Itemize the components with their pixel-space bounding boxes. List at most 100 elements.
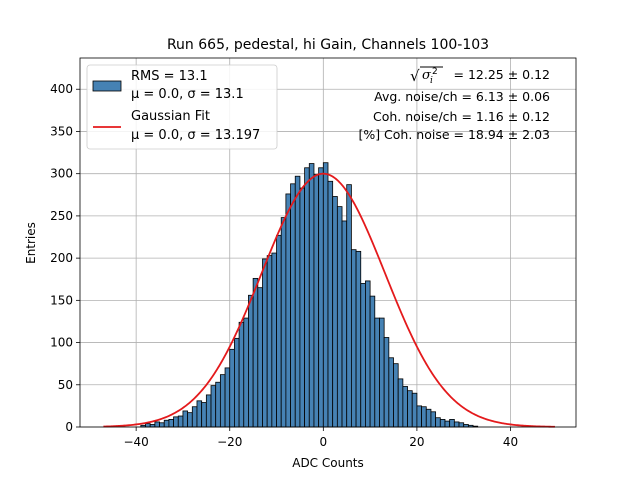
histogram-bar bbox=[336, 206, 343, 428]
histogram-bar bbox=[360, 283, 366, 428]
histogram-bar bbox=[397, 378, 404, 428]
histogram-bar bbox=[332, 196, 338, 428]
gaussian-fit-line bbox=[103, 172, 555, 428]
histogram-bar bbox=[430, 411, 437, 428]
histogram-bar bbox=[266, 255, 273, 428]
y-tick-label: 0 bbox=[65, 420, 73, 434]
histogram-bars bbox=[140, 162, 479, 428]
histogram-bar bbox=[163, 419, 170, 428]
x-tick-label: −40 bbox=[123, 435, 148, 449]
histogram-bar bbox=[224, 367, 231, 428]
histogram-bar bbox=[280, 217, 287, 428]
histogram-bar bbox=[341, 220, 348, 428]
coh-noise-annotation: Coh. noise/ch = 1.16 ± 0.12 bbox=[373, 109, 550, 124]
y-tick-label: 200 bbox=[50, 251, 73, 265]
coh-noise-percent-annotation: [%] Coh. noise = 18.94 ± 2.03 bbox=[358, 127, 550, 142]
histogram-bar bbox=[154, 421, 160, 428]
histogram-bar bbox=[210, 385, 217, 428]
histogram-bar bbox=[449, 419, 455, 428]
histogram-bar bbox=[182, 410, 189, 428]
x-tick-label: 20 bbox=[409, 435, 424, 449]
histogram-bar bbox=[374, 317, 380, 428]
histogram-bar bbox=[294, 175, 301, 428]
histogram-bar bbox=[243, 317, 249, 428]
histogram-bar bbox=[238, 321, 245, 428]
legend-fit-label: Gaussian Fit bbox=[131, 109, 210, 124]
x-axis-ticks: −40 −20 0 20 40 bbox=[123, 427, 518, 449]
histogram-bar bbox=[439, 419, 446, 428]
histogram-bar bbox=[365, 280, 371, 428]
histogram-bar bbox=[435, 417, 441, 428]
y-axis-label: Entries bbox=[24, 222, 38, 264]
histogram-bar bbox=[411, 392, 418, 428]
histogram-bar bbox=[159, 422, 165, 428]
histogram-bar bbox=[187, 412, 193, 428]
sigma-superscript: 2 bbox=[432, 67, 438, 77]
histogram-bar bbox=[248, 294, 254, 428]
y-tick-label: 300 bbox=[50, 167, 73, 181]
histogram-bar bbox=[379, 317, 385, 428]
histogram-bar bbox=[318, 167, 324, 428]
avg-noise-annotation: Avg. noise/ch = 6.13 ± 0.06 bbox=[374, 89, 550, 104]
x-tick-label: −20 bbox=[217, 435, 242, 449]
histogram-bar bbox=[350, 249, 357, 428]
histogram-bar bbox=[145, 423, 151, 428]
histogram-bar bbox=[355, 250, 362, 428]
legend-fit-stats: μ = 0.0, σ = 13.197 bbox=[131, 128, 260, 143]
histogram-bar bbox=[276, 234, 282, 428]
x-axis-label: ADC Counts bbox=[292, 456, 364, 470]
legend: RMS = 13.1 μ = 0.0, σ = 13.1 Gaussian Fi… bbox=[86, 64, 278, 150]
histogram-bar bbox=[271, 252, 277, 428]
histogram-bar bbox=[229, 348, 235, 428]
histogram-bar bbox=[215, 381, 221, 428]
legend-box bbox=[86, 64, 278, 150]
legend-histogram-swatch bbox=[92, 80, 122, 92]
histogram-bar bbox=[416, 405, 422, 428]
y-tick-label: 350 bbox=[50, 124, 73, 138]
histogram-bar bbox=[252, 277, 259, 428]
histogram-bar bbox=[313, 174, 320, 428]
legend-histogram-stats: μ = 0.0, σ = 13.1 bbox=[131, 87, 244, 102]
histogram-bar bbox=[308, 163, 315, 428]
histogram-bar bbox=[201, 402, 207, 428]
sigma-symbol: σ bbox=[422, 68, 432, 83]
histogram-bar bbox=[383, 337, 390, 428]
histogram-bar bbox=[453, 421, 460, 428]
histogram-bar bbox=[304, 167, 310, 428]
histogram-bar bbox=[285, 193, 291, 428]
y-tick-label: 100 bbox=[50, 336, 73, 350]
histogram-bar bbox=[177, 415, 184, 428]
histogram-bar bbox=[346, 184, 352, 428]
histogram-bar bbox=[327, 180, 334, 428]
sigma-value: = 12.25 ± 0.12 bbox=[454, 67, 550, 82]
histogram-bar bbox=[425, 408, 432, 428]
gaussian-fit-layer bbox=[103, 172, 555, 428]
histogram-bar bbox=[388, 357, 394, 428]
histogram-bar bbox=[299, 187, 306, 428]
histogram-bar bbox=[444, 420, 451, 428]
histogram-bar bbox=[257, 287, 263, 428]
histogram-bar bbox=[322, 162, 329, 428]
histogram-bar bbox=[173, 416, 179, 428]
legend-histogram-label: RMS = 13.1 bbox=[131, 69, 208, 84]
plot-frame bbox=[79, 57, 577, 428]
histogram-bar bbox=[458, 422, 465, 428]
x-tick-label: 40 bbox=[503, 435, 518, 449]
histogram-bar bbox=[393, 363, 399, 428]
sqrt-symbol: √ bbox=[410, 67, 420, 85]
y-axis-ticks: 0 50 100 150 200 250 300 350 400 bbox=[50, 82, 80, 434]
sigma-subscript: i bbox=[430, 76, 433, 86]
histogram-bar bbox=[234, 337, 240, 428]
y-tick-label: 400 bbox=[50, 82, 73, 96]
histogram-bar bbox=[407, 390, 413, 428]
histogram-bar bbox=[219, 374, 226, 428]
histogram-bar bbox=[196, 400, 203, 428]
noise-annotations: √ σ i 2 = 12.25 ± 0.12 Avg. noise/ch = 6… bbox=[358, 66, 550, 142]
histogram-bar bbox=[262, 258, 268, 428]
histogram-bar bbox=[402, 386, 408, 428]
histogram-bar bbox=[369, 295, 376, 428]
histogram-bar bbox=[191, 406, 198, 428]
sigma-annotation: √ σ i 2 = 12.25 ± 0.12 bbox=[410, 66, 550, 86]
histogram-bar bbox=[290, 183, 296, 428]
